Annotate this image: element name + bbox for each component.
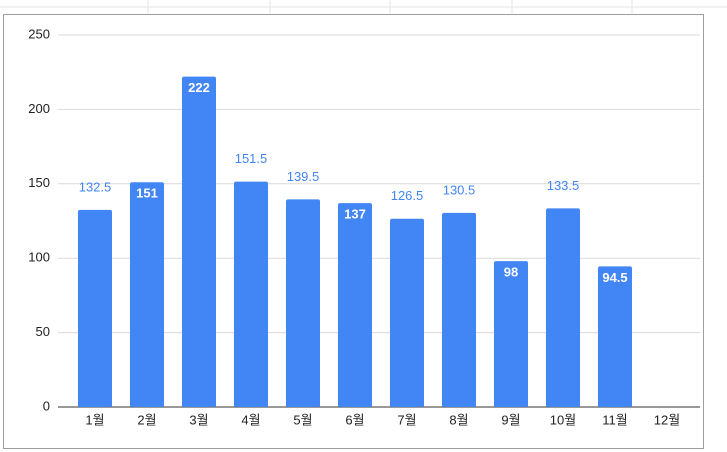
data-label: 94.5 [602,270,627,285]
bar [130,182,164,407]
x-tick-label: 5월 [293,412,312,427]
data-label: 126.5 [391,188,424,203]
data-label: 132.5 [79,179,112,194]
data-label: 151 [136,186,158,201]
y-tick-label: 150 [28,175,50,190]
y-tick-label: 50 [36,324,50,339]
x-tick-label: 1월 [85,412,104,427]
x-tick-label: 3월 [189,412,208,427]
x-tick-label: 9월 [501,412,520,427]
data-label: 222 [188,80,210,95]
data-label: 151.5 [235,151,268,166]
x-tick-label: 6월 [345,412,364,427]
bar [598,266,632,407]
bar [338,203,372,407]
data-label: 139.5 [287,169,320,184]
bar [286,199,320,407]
y-tick-label: 0 [43,398,50,413]
bar [546,208,580,407]
bar [442,212,476,407]
y-tick-label: 200 [28,101,50,116]
bar [182,76,216,407]
x-tick-label: 7월 [397,412,416,427]
bar [78,209,112,407]
data-label: 133.5 [547,178,580,193]
x-tick-label: 11월 [602,412,627,427]
x-tick-label: 10월 [550,412,576,427]
data-label: 130.5 [443,182,476,197]
bar [390,218,424,407]
data-label: 137 [344,207,366,222]
x-tick-label: 12월 [654,412,680,427]
x-tick-label: 2월 [137,412,156,427]
y-tick-label: 100 [28,250,50,265]
bar [234,181,268,407]
x-tick-label: 4월 [241,412,260,427]
y-tick-label: 250 [28,26,50,41]
x-tick-label: 8월 [449,412,468,427]
data-label: 98 [504,265,518,280]
bar [494,261,528,407]
